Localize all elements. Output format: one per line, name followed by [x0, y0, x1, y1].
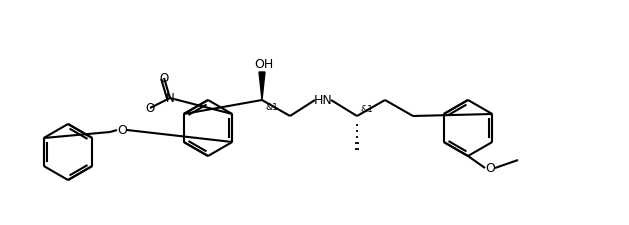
- Polygon shape: [259, 72, 265, 100]
- Text: O: O: [145, 101, 155, 115]
- Text: &1: &1: [265, 103, 279, 112]
- Text: O: O: [117, 124, 127, 137]
- Text: N: N: [165, 92, 174, 104]
- Text: &1: &1: [360, 106, 374, 115]
- Text: O: O: [485, 162, 495, 175]
- Text: OH: OH: [254, 58, 274, 72]
- Text: O: O: [159, 72, 169, 85]
- Text: HN: HN: [314, 94, 332, 106]
